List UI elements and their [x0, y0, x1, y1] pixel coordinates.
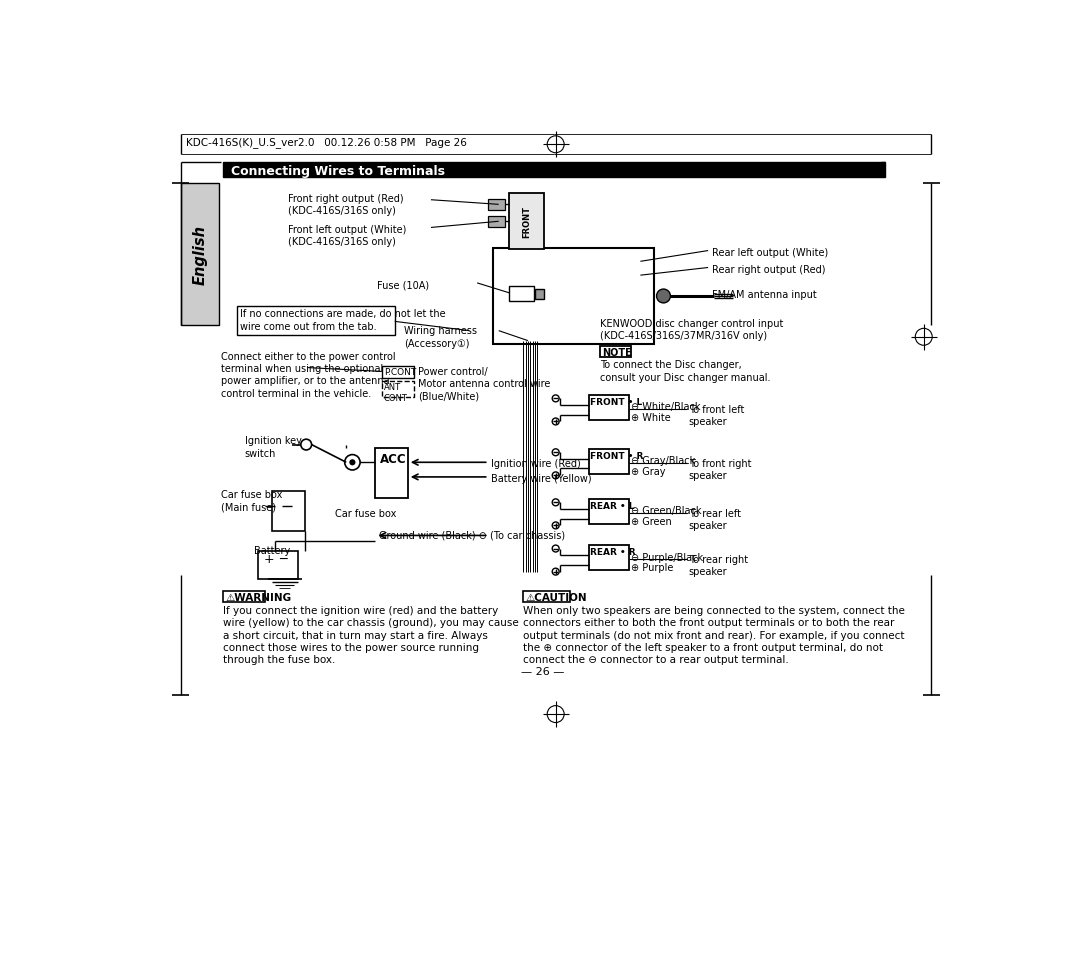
Text: Wiring harness
(Accessory①): Wiring harness (Accessory①) [404, 326, 477, 348]
Text: Power control/
Motor antenna control wire
(Blue/White): Power control/ Motor antenna control wir… [418, 367, 550, 401]
Text: ⊕ Green: ⊕ Green [631, 517, 672, 527]
Text: NOTE: NOTE [602, 348, 631, 357]
Bar [224, 163, 885, 178]
Text: To connect the Disc changer,
consult your Disc changer manual.: To connect the Disc changer, consult you… [600, 359, 770, 382]
Bar [382, 367, 414, 378]
Text: — 26 —: — 26 — [521, 667, 564, 677]
Text: ⊖ Gray/Black: ⊖ Gray/Black [631, 456, 695, 466]
Text: ⊕ Gray: ⊕ Gray [631, 467, 665, 476]
Text: Front left output (White)
(KDC-416S/316S only): Front left output (White) (KDC-416S/316S… [289, 224, 407, 247]
Bar [382, 382, 414, 397]
Text: ANT
CONT: ANT CONT [384, 383, 408, 403]
Text: P.CONT: P.CONT [384, 368, 417, 376]
Bar [488, 216, 505, 228]
Circle shape [637, 258, 644, 266]
Text: Ground wire (Black) ⊖ (To car chassis): Ground wire (Black) ⊖ (To car chassis) [379, 530, 564, 539]
Bar [271, 491, 306, 531]
Text: Connect either to the power control
terminal when using the optional
power ampli: Connect either to the power control term… [221, 352, 396, 398]
Text: FM/AM antenna input: FM/AM antenna input [712, 290, 817, 300]
Text: ⚠CAUTION: ⚠CAUTION [525, 592, 587, 602]
Bar [589, 450, 629, 475]
Text: Rear left output (White): Rear left output (White) [712, 248, 828, 257]
Text: FRONT • R: FRONT • R [590, 452, 643, 460]
Bar [523, 591, 570, 603]
Text: Front right output (Red)
(KDC-416S/316S only): Front right output (Red) (KDC-416S/316S … [289, 193, 404, 216]
Bar [488, 200, 505, 211]
Bar [589, 546, 629, 571]
Bar [510, 193, 544, 250]
Text: ⊕ Purple: ⊕ Purple [631, 563, 674, 573]
Bar [510, 287, 534, 302]
Text: ⊕ White: ⊕ White [631, 413, 671, 423]
Text: To rear right
speaker: To rear right speaker [689, 555, 748, 577]
Bar [237, 307, 395, 335]
Bar [535, 290, 544, 300]
Circle shape [349, 459, 356, 466]
Bar [181, 184, 219, 326]
Text: Battery wire (Yellow): Battery wire (Yellow) [492, 474, 591, 483]
Text: FRONT • L: FRONT • L [590, 397, 642, 406]
Text: REAR • R: REAR • R [590, 547, 636, 557]
Text: Ignition wire (Red): Ignition wire (Red) [492, 459, 580, 469]
Text: ⊖ Purple/Black: ⊖ Purple/Black [631, 552, 703, 562]
Text: KDC-416S(K)_U.S_ver2.0   00.12.26 0:58 PM   Page 26: KDC-416S(K)_U.S_ver2.0 00.12.26 0:58 PM … [187, 137, 467, 149]
Text: If no connections are made, do not let the
wire come out from the tab.: If no connections are made, do not let t… [240, 309, 446, 332]
Text: ACC: ACC [380, 452, 407, 465]
Text: Fuse (10A): Fuse (10A) [378, 280, 430, 290]
Text: REAR • L: REAR • L [590, 501, 635, 510]
Text: English: English [192, 225, 207, 285]
Bar [589, 499, 629, 524]
Circle shape [631, 268, 649, 284]
Bar [589, 395, 629, 420]
Circle shape [631, 253, 649, 271]
Bar [224, 591, 266, 603]
Bar [493, 249, 654, 345]
Bar [375, 449, 408, 499]
Text: Car fuse box
(Main fuse): Car fuse box (Main fuse) [221, 490, 283, 512]
Text: Car fuse box: Car fuse box [334, 509, 396, 519]
Text: ⚠WARNING: ⚠WARNING [226, 592, 292, 602]
Text: ⊖ White/Black: ⊖ White/Black [631, 402, 701, 412]
Text: When only two speakers are being connected to the system, connect the
connectors: When only two speakers are being connect… [523, 605, 905, 664]
Text: To front left
speaker: To front left speaker [689, 404, 744, 427]
Circle shape [656, 290, 671, 304]
Bar [258, 551, 297, 579]
Text: Ignition key
switch: Ignition key switch [244, 436, 302, 458]
Circle shape [637, 272, 644, 280]
Text: FRONT: FRONT [522, 206, 532, 237]
Text: If you connect the ignition wire (red) and the battery
wire (yellow) to the car : If you connect the ignition wire (red) a… [224, 605, 519, 664]
Text: ⊖ Green/Black: ⊖ Green/Black [631, 506, 702, 516]
Text: To front right
speaker: To front right speaker [689, 458, 752, 480]
Text: + −: + − [264, 553, 289, 566]
Text: Rear right output (Red): Rear right output (Red) [712, 265, 826, 275]
Text: Connecting Wires to Terminals: Connecting Wires to Terminals [231, 164, 445, 177]
Bar [600, 347, 631, 357]
Text: Battery: Battery [254, 545, 290, 555]
Text: KENWOOD disc changer control input
(KDC-416S/316S/37MR/316V only): KENWOOD disc changer control input (KDC-… [600, 318, 783, 340]
Text: To rear left
speaker: To rear left speaker [689, 508, 741, 531]
